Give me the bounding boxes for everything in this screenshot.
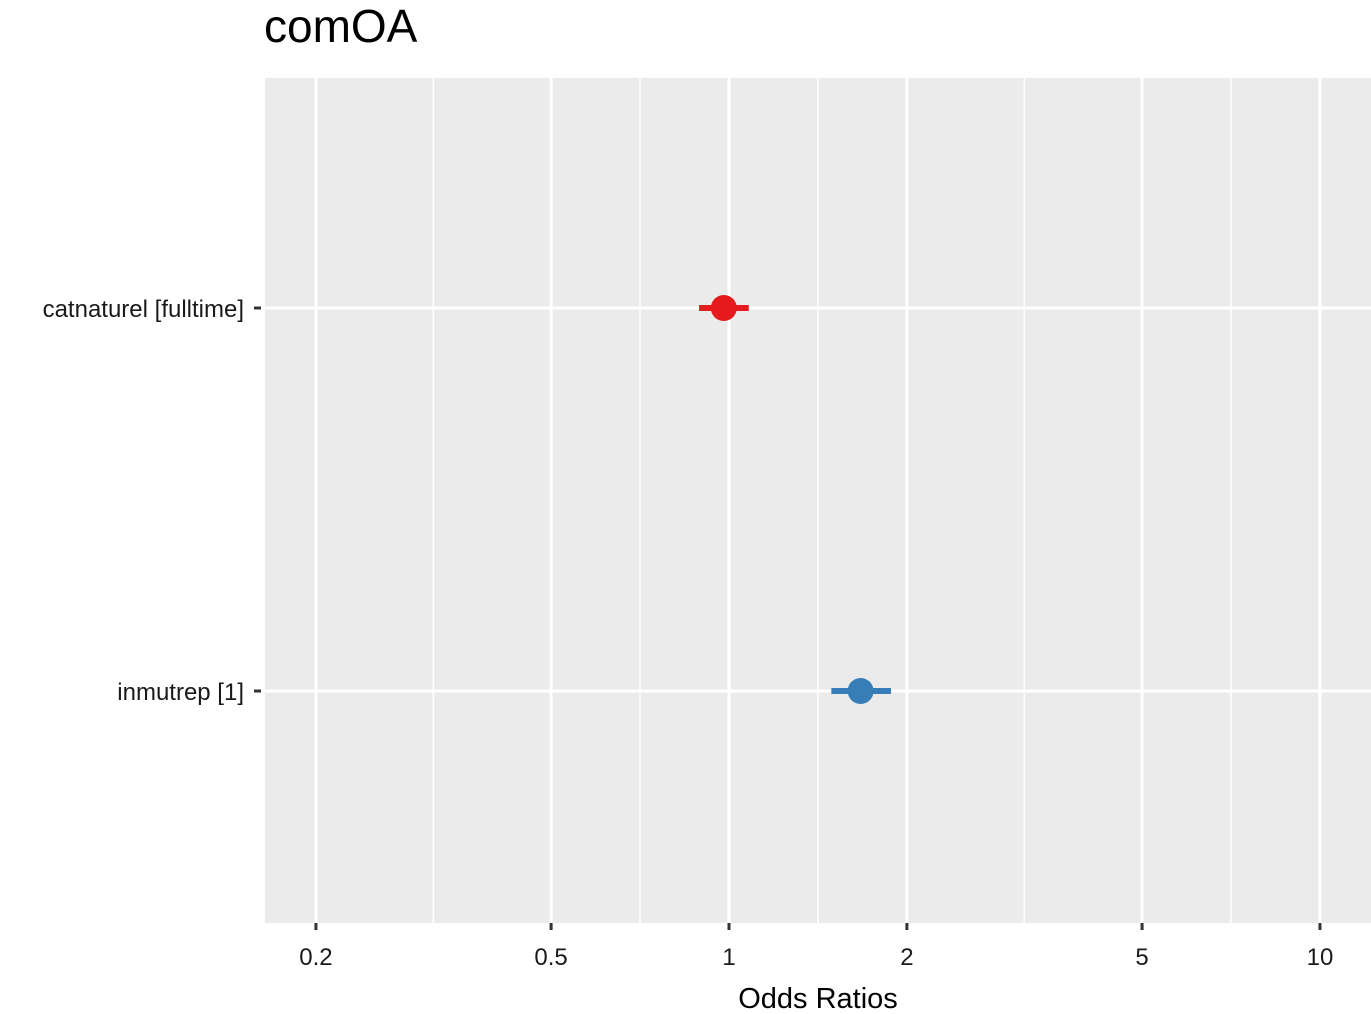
x-axis-label: Odds Ratios [738,983,898,1009]
x-tick-label: 0.2 [299,944,332,971]
x-tick-label: 5 [1135,944,1148,971]
y-tick-label: inmutrep [1] [117,679,244,706]
estimate-point [710,295,737,321]
x-tick-label: 0.5 [534,944,567,971]
chart-title: comOA [264,0,418,52]
estimate-point [847,678,874,704]
x-tick-label: 2 [900,944,913,971]
x-tick-label: 1 [722,944,735,971]
x-tick-label: 10 [1307,944,1334,971]
y-tick-label: catnaturel [fulltime] [43,296,244,323]
